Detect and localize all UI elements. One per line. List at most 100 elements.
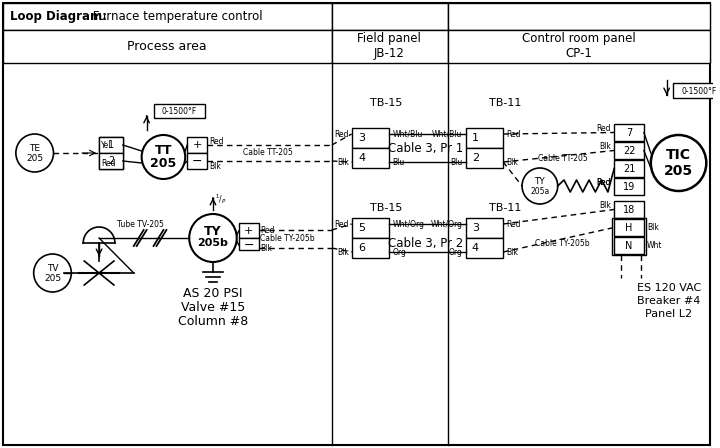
Text: Panel L2: Panel L2: [645, 309, 692, 319]
Text: Loop Diagram:: Loop Diagram:: [10, 9, 107, 22]
Text: TB-11: TB-11: [489, 98, 521, 108]
Text: Cable 3, Pr 2: Cable 3, Pr 2: [388, 237, 464, 250]
Text: Wht/Org: Wht/Org: [392, 220, 424, 228]
Text: Blk: Blk: [599, 142, 611, 151]
Text: 205: 205: [26, 154, 43, 163]
Text: 4: 4: [358, 153, 365, 163]
Text: 205: 205: [44, 273, 61, 283]
Text: 19: 19: [623, 181, 635, 191]
Text: Cable TT-205: Cable TT-205: [538, 154, 588, 163]
Bar: [239, 223, 258, 238]
Bar: [614, 124, 644, 141]
Text: Column #8: Column #8: [178, 314, 248, 327]
Text: 1: 1: [472, 133, 479, 143]
Text: 0-1500°F: 0-1500°F: [682, 86, 717, 95]
Circle shape: [142, 135, 185, 179]
Text: Blk: Blk: [599, 201, 611, 210]
Bar: [351, 148, 390, 168]
Bar: [332, 30, 448, 63]
Text: 3: 3: [358, 133, 365, 143]
Text: Cable TY-205b: Cable TY-205b: [536, 238, 590, 247]
Bar: [466, 238, 503, 258]
Text: 205a: 205a: [530, 186, 549, 195]
Text: Cable 3, Pr 1: Cable 3, Pr 1: [388, 142, 464, 155]
Text: Org: Org: [449, 247, 463, 257]
Text: AS 20 PSI: AS 20 PSI: [183, 287, 243, 300]
Text: 7: 7: [626, 128, 632, 138]
Text: Wht/Blu: Wht/Blu: [432, 129, 463, 138]
Bar: [672, 83, 720, 98]
Text: Blu: Blu: [392, 158, 405, 167]
Text: 205: 205: [150, 156, 176, 169]
Text: −: −: [192, 155, 202, 168]
Text: TB-15: TB-15: [370, 98, 402, 108]
Text: TE: TE: [30, 143, 40, 152]
Text: Blk: Blk: [337, 158, 348, 167]
Text: 18: 18: [623, 204, 635, 215]
Text: Red: Red: [597, 177, 611, 186]
Text: Red: Red: [209, 137, 223, 146]
Circle shape: [16, 134, 53, 172]
Text: 21: 21: [623, 164, 635, 173]
Text: $^{1}$/$_{P}$: $^{1}$/$_{P}$: [215, 192, 227, 206]
Bar: [99, 137, 123, 153]
Text: −: −: [243, 238, 254, 251]
Bar: [466, 218, 503, 238]
Text: 0-1500°F: 0-1500°F: [162, 107, 197, 116]
Circle shape: [189, 214, 237, 262]
Text: 2: 2: [108, 156, 114, 166]
Text: 205: 205: [664, 164, 693, 178]
Bar: [99, 153, 123, 169]
Text: TT: TT: [155, 143, 172, 156]
Text: 1: 1: [108, 140, 114, 150]
Bar: [99, 153, 123, 169]
Text: 2: 2: [472, 153, 479, 163]
Bar: [614, 178, 644, 195]
Text: Furnace temperature control: Furnace temperature control: [89, 9, 263, 22]
Bar: [614, 201, 644, 218]
Text: Blu: Blu: [450, 158, 463, 167]
Text: Blk: Blk: [261, 244, 272, 253]
Bar: [466, 148, 503, 168]
Text: TY: TY: [534, 177, 545, 185]
Bar: [332, 3, 448, 30]
Text: Tube TV-205: Tube TV-205: [117, 220, 164, 228]
Text: ES 120 VAC: ES 120 VAC: [636, 283, 701, 293]
Text: Cable TT-205: Cable TT-205: [243, 147, 292, 156]
Text: Red: Red: [597, 177, 611, 186]
Text: TV: TV: [47, 263, 58, 272]
Bar: [187, 137, 207, 153]
Bar: [351, 218, 390, 238]
Text: TB-11: TB-11: [489, 203, 521, 213]
Text: Valve #15: Valve #15: [181, 301, 245, 314]
Text: H: H: [626, 223, 633, 233]
Text: Red: Red: [597, 124, 611, 133]
Text: Red: Red: [506, 220, 521, 228]
Text: Yel: Yel: [101, 141, 112, 150]
Text: 6: 6: [358, 243, 365, 253]
Text: Control room panel
CP-1: Control room panel CP-1: [521, 32, 635, 60]
Text: +: +: [192, 140, 202, 150]
Text: TY: TY: [204, 224, 222, 237]
Text: Red: Red: [506, 129, 521, 138]
Bar: [187, 153, 207, 169]
Text: 3: 3: [472, 223, 479, 233]
Text: Org: Org: [392, 247, 406, 257]
Text: Red: Red: [334, 129, 348, 138]
Circle shape: [34, 254, 71, 292]
Bar: [614, 142, 644, 159]
Text: 4: 4: [472, 243, 479, 253]
Bar: [614, 237, 644, 254]
Bar: [466, 128, 503, 148]
Text: +: +: [244, 226, 253, 236]
Bar: [3, 3, 332, 30]
Circle shape: [522, 168, 558, 204]
Text: Blk: Blk: [506, 158, 518, 167]
Text: Cable TY-205b: Cable TY-205b: [260, 233, 315, 242]
Text: Field panel
JB-12: Field panel JB-12: [357, 32, 421, 60]
Text: Red: Red: [101, 159, 115, 168]
Bar: [448, 3, 710, 30]
Bar: [448, 30, 710, 63]
Text: Wht/Org: Wht/Org: [431, 220, 463, 228]
Text: Wht: Wht: [647, 241, 662, 250]
